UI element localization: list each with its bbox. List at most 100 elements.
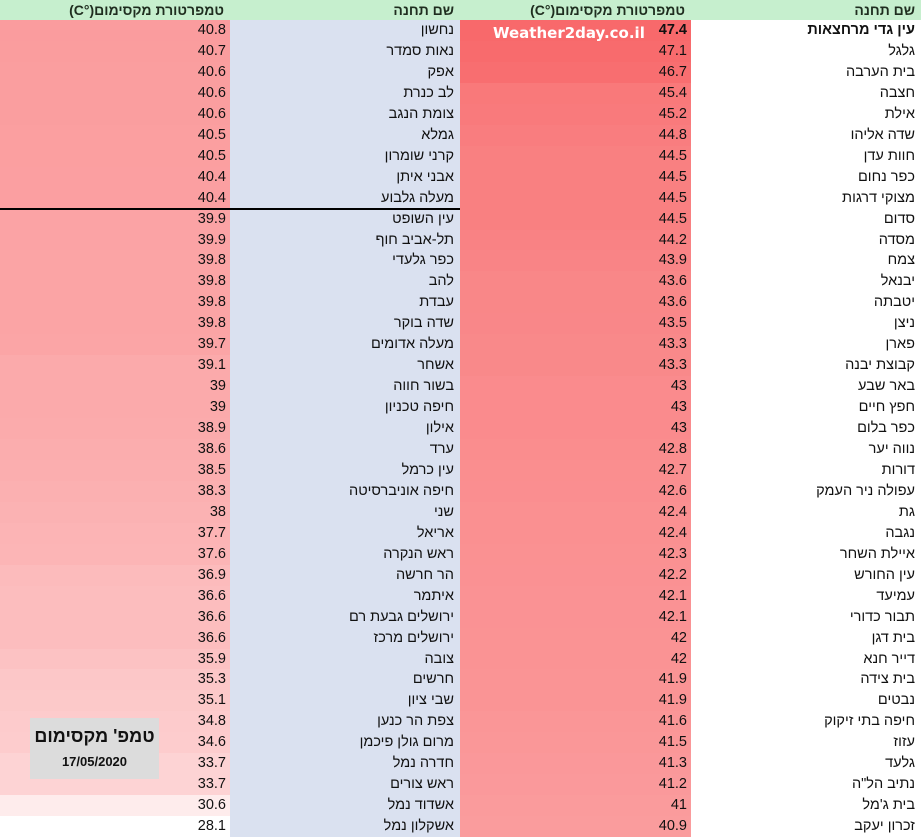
right-station-name: בית הערבה	[691, 61, 921, 83]
right-station-name: עפולה ניר העמק	[691, 480, 921, 502]
right-station-name: בית ג'מל	[691, 795, 921, 817]
left-temp-value: 39.9	[0, 229, 230, 251]
left-temp-value: 38	[0, 501, 230, 523]
right-temp-value: 43	[460, 397, 691, 419]
right-station-name: עזוז	[691, 732, 921, 754]
left-station-name: צובה	[230, 648, 460, 670]
legend-box: טמפ' מקסימום 17/05/2020	[30, 718, 159, 779]
left-station-name: איתמר	[230, 585, 460, 607]
left-temp-value: 39.8	[0, 250, 230, 272]
right-temp-value: 44.5	[460, 145, 691, 167]
right-station-name: חיפה בתי זיקוק	[691, 711, 921, 733]
right-temp-value: 42.1	[460, 606, 691, 628]
left-temp-value: 30.6	[0, 795, 230, 817]
right-station-name: גת	[691, 501, 921, 523]
top-group-divider	[0, 207, 460, 210]
left-temp-value: 38.6	[0, 439, 230, 460]
left-station-name: כפר גלעדי	[230, 250, 460, 272]
right-station-name: מצוקי דרגות	[691, 187, 921, 209]
left-station-name: אילון	[230, 418, 460, 440]
right-temp-value: 44.5	[460, 187, 691, 209]
right-temp-value: 44.8	[460, 124, 691, 146]
right-temp-value: 42.1	[460, 585, 691, 607]
header-left-station: שם תחנה	[230, 0, 460, 20]
right-temp-value: 43.9	[460, 250, 691, 272]
right-temp-value: 47.1	[460, 40, 691, 62]
left-station-name: שדה בוקר	[230, 313, 460, 335]
right-station-name: נבטים	[691, 690, 921, 712]
right-temp-value: 46.7	[460, 61, 691, 83]
right-temp-value: 41.9	[460, 690, 691, 712]
left-station-name: גמלא	[230, 124, 460, 146]
right-temp-value: 42	[460, 648, 691, 670]
left-temp-value: 33.7	[0, 774, 230, 796]
left-temp-value: 39.8	[0, 292, 230, 314]
right-station-name: נתיב הל"ה	[691, 774, 921, 796]
right-temp-value: 43.5	[460, 313, 691, 335]
left-station-name: מרום גולן פיכמן	[230, 732, 460, 754]
left-temp-value: 40.7	[0, 40, 230, 62]
left-temp-value: 40.5	[0, 124, 230, 146]
legend-title: טמפ' מקסימום	[34, 726, 155, 746]
left-temp-value: 40.4	[0, 187, 230, 209]
left-station-name: מעלה אדומים	[230, 334, 460, 356]
right-station-name: באר שבע	[691, 376, 921, 398]
right-station-name: צמח	[691, 250, 921, 272]
left-temp-value: 35.3	[0, 669, 230, 691]
left-station-name: חדרה נמל	[230, 753, 460, 775]
left-temp-value: 37.6	[0, 543, 230, 565]
right-station-name: כפר נחום	[691, 166, 921, 188]
left-station-name: חרשים	[230, 669, 460, 691]
right-station-name: גלגל	[691, 40, 921, 62]
left-station-name: אשחר	[230, 355, 460, 377]
left-temp-value: 28.1	[0, 816, 230, 838]
right-temp-value: 43	[460, 376, 691, 398]
legend-date: 17/05/2020	[61, 754, 128, 769]
left-temp-value: 40.6	[0, 61, 230, 83]
right-station-name: סדום	[691, 208, 921, 230]
right-temp-value: 42	[460, 627, 691, 649]
right-station-name: חפץ חיים	[691, 397, 921, 419]
right-temp-value: 42.6	[460, 480, 691, 502]
right-station-name: פארן	[691, 334, 921, 356]
left-temp-value: 36.6	[0, 606, 230, 628]
right-station-name: בית דגן	[691, 627, 921, 649]
right-temp-value: 42.3	[460, 543, 691, 565]
left-temp-value: 40.6	[0, 82, 230, 104]
right-temp-value: 45.2	[460, 103, 691, 125]
right-temp-value: 41.3	[460, 753, 691, 775]
right-station-name: נגבה	[691, 522, 921, 544]
left-station-name: נאות סמדר	[230, 40, 460, 62]
right-temp-value: 44.2	[460, 229, 691, 251]
left-station-name: אפק	[230, 61, 460, 83]
right-station-name: יבנאל	[691, 271, 921, 293]
right-temp-value: 45.4	[460, 82, 691, 104]
right-station-name: חצבה	[691, 82, 921, 104]
left-temp-value: 40.8	[0, 20, 230, 41]
right-station-name: ניצן	[691, 313, 921, 335]
left-temp-value: 39.8	[0, 271, 230, 293]
left-station-name: ערד	[230, 439, 460, 460]
left-temp-value: 39	[0, 376, 230, 398]
left-temp-value: 35.9	[0, 648, 230, 670]
right-station-name: בית צידה	[691, 669, 921, 691]
right-temp-value: 41.5	[460, 732, 691, 754]
header-left-temp: טמפרטורת מקסימום(°C)	[0, 0, 230, 20]
left-station-name: עין כרמל	[230, 459, 460, 481]
left-temp-value: 40.6	[0, 103, 230, 125]
header-right-station: שם תחנה	[691, 0, 921, 20]
right-station-name: דורות	[691, 459, 921, 481]
right-temp-value: 41.2	[460, 774, 691, 796]
left-temp-value: 40.5	[0, 145, 230, 167]
left-station-name: קרני שומרון	[230, 145, 460, 167]
left-temp-value: 36.9	[0, 564, 230, 586]
right-temp-value: 44.5	[460, 166, 691, 188]
right-temp-value: 42.7	[460, 459, 691, 481]
left-temp-value: 38.3	[0, 480, 230, 502]
left-temp-value: 36.6	[0, 585, 230, 607]
left-station-name: אשדוד נמל	[230, 795, 460, 817]
right-temp-value: 43.6	[460, 271, 691, 293]
left-temp-value: 39.1	[0, 355, 230, 377]
right-temp-value: 42.8	[460, 439, 691, 460]
